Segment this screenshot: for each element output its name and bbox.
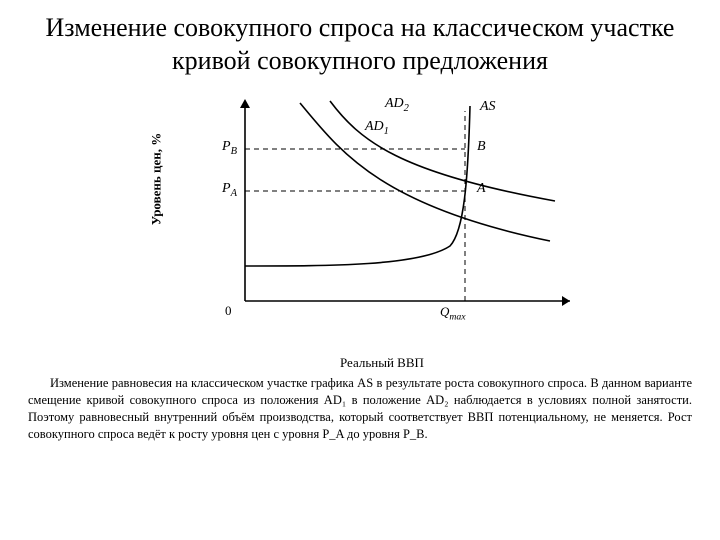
- label-ad2-sub: 2: [404, 103, 409, 114]
- caption: Изменение равновесия на классическом уча…: [28, 375, 692, 443]
- label-ad1: AD1: [365, 119, 389, 137]
- y-axis-arrow: [240, 99, 250, 108]
- label-pb-text: P: [222, 139, 231, 154]
- label-qmax-sub: max: [449, 312, 465, 323]
- x-axis-arrow: [562, 296, 570, 306]
- label-ad2: AD2: [385, 96, 409, 114]
- label-pa-text: P: [222, 181, 231, 196]
- label-point-b: B: [477, 139, 486, 155]
- ad2-curve: [330, 101, 555, 201]
- label-qmax-text: Q: [440, 304, 449, 319]
- chart-container: Уровень цен, % Реальный ВВП AD2 AD1 AS B…: [130, 91, 590, 351]
- chart-svg: [130, 91, 590, 351]
- ad1-curve: [300, 103, 550, 241]
- label-pa-sub: A: [231, 188, 237, 199]
- label-as: AS: [480, 99, 496, 115]
- label-ad1-text: AD: [365, 119, 384, 134]
- label-ad1-sub: 1: [384, 126, 389, 137]
- page-title: Изменение совокупного спроса на классиче…: [0, 0, 720, 81]
- label-point-a: A: [477, 181, 486, 197]
- label-pa: PA: [222, 181, 237, 199]
- label-pb-sub: B: [231, 146, 237, 157]
- y-axis-label: Уровень цен, %: [148, 133, 164, 226]
- x-axis-label: Реальный ВВП: [340, 355, 424, 371]
- label-qmax: Qmax: [440, 304, 466, 323]
- label-pb: PB: [222, 139, 237, 157]
- label-ad2-text: AD: [385, 96, 404, 111]
- label-origin: 0: [225, 303, 232, 319]
